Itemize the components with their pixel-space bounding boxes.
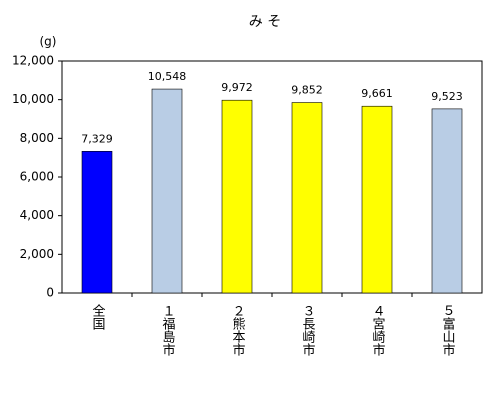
y-tick-label: 10,000 bbox=[12, 92, 54, 106]
value-label: 9,852 bbox=[291, 84, 323, 97]
bar bbox=[361, 105, 393, 294]
y-axis-label: (g) bbox=[40, 35, 57, 49]
bar bbox=[431, 108, 463, 294]
x-tick-label: ４宮崎市 bbox=[370, 304, 386, 356]
x-tick-label: 全国 bbox=[90, 303, 106, 330]
y-tick-label: 12,000 bbox=[12, 54, 54, 68]
value-label: 7,329 bbox=[81, 132, 113, 145]
bar bbox=[151, 88, 183, 294]
value-label: 10,548 bbox=[148, 70, 187, 83]
y-tick-label: 4,000 bbox=[20, 208, 54, 222]
y-tick-label: 0 bbox=[46, 286, 54, 300]
value-label: 9,523 bbox=[431, 90, 463, 103]
x-tick-label: ３長崎市 bbox=[300, 304, 316, 356]
bar bbox=[221, 99, 253, 294]
value-label: 9,972 bbox=[221, 81, 253, 94]
y-tick-label: 6,000 bbox=[20, 170, 54, 184]
x-tick-label: ２熊本市 bbox=[230, 304, 246, 356]
chart-title: み そ bbox=[249, 14, 281, 30]
value-label: 9,661 bbox=[361, 87, 393, 100]
bar bbox=[291, 102, 323, 294]
y-tick-label: 8,000 bbox=[20, 131, 54, 145]
bar bbox=[81, 151, 113, 294]
y-tick-label: 2,000 bbox=[20, 247, 54, 261]
x-tick-label: ５富山市 bbox=[440, 304, 456, 356]
plot-area bbox=[61, 60, 483, 294]
x-tick-label: １福島市 bbox=[160, 304, 176, 356]
